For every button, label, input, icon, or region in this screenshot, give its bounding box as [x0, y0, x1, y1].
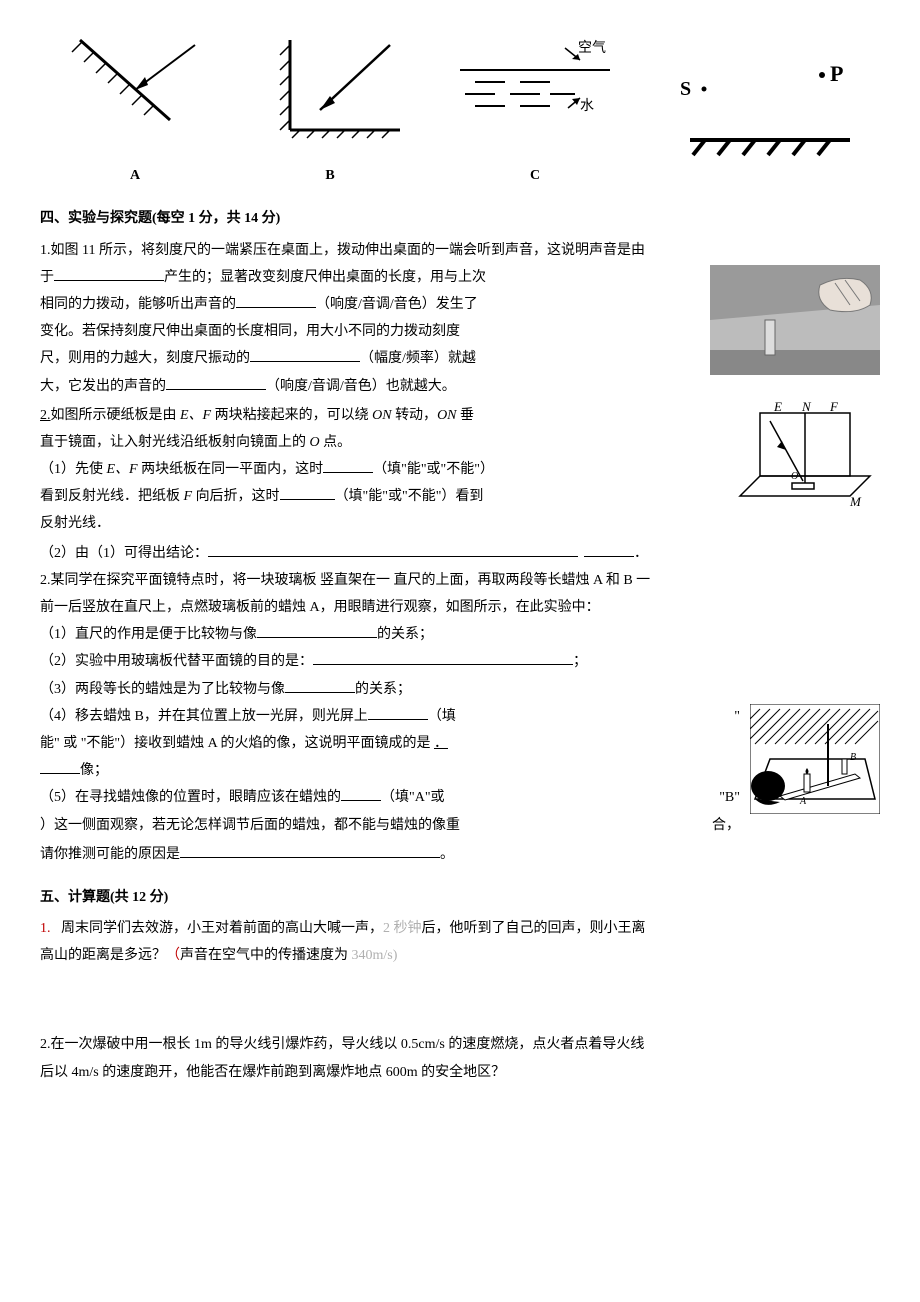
svg-text:水: 水	[580, 98, 594, 114]
s4-q2a-p4: （2）由（1）可得出结论：．	[40, 541, 880, 566]
figure-b-svg	[250, 30, 410, 150]
s4-q2b-p2: （2）实验中用玻璃板代替平面镜的目的是：；	[40, 649, 880, 674]
s5-q2-line2: 后以 4m/s 的速度跑开，他能否在爆炸前跑到离爆炸地点 600m 的安全地区？	[40, 1060, 880, 1085]
svg-text:P: P	[830, 61, 843, 86]
figure-d: S P	[660, 55, 860, 188]
s4-q2b-line2: 前一后竖放在直尺上，点燃玻璃板前的蜡烛 A，用眼睛进行观察，如图所示，在此实验中…	[40, 595, 880, 620]
svg-text:空气: 空气	[578, 40, 606, 56]
figure-c-svg: 空气 水	[450, 30, 620, 150]
figure-a-svg	[60, 30, 210, 150]
s5-q1-line2: 高山的距离是多远？（声音在空气中的传播速度为 340m/s)	[40, 943, 880, 968]
figure-a-label: A	[60, 163, 210, 188]
svg-text:B: B	[850, 752, 856, 763]
candle-mirror-diagram: A B	[750, 704, 880, 823]
s4-q1-line1: 1.如图 11 所示，将刻度尺的一端紧压在桌面上，拨动伸出桌面的一端会听到声音，…	[40, 238, 880, 263]
figure-b-label: B	[250, 163, 410, 188]
svg-text:E: E	[773, 401, 782, 414]
figure-c-label: C	[450, 163, 620, 188]
s4-q2b-line1: 2.某同学在探究平面镜特点时，将一块玻璃板 竖直架在一 直尺的上面，再取两段等长…	[40, 568, 880, 593]
s5-q2-line1: 2.在一次爆破中用一根长 1m 的导火线引爆炸药，导火线以 0.5cm/s 的速…	[40, 1032, 880, 1057]
s5-q1-line1: 1. 周末同学们去效游，小王对着前面的高山大喊一声，2 秒钟后，他听到了自己的回…	[40, 916, 880, 941]
enf-diagram: E N F M O	[730, 401, 880, 520]
svg-text:F: F	[829, 401, 839, 414]
svg-text:A: A	[799, 796, 807, 807]
figures-row: A B	[40, 30, 880, 188]
work-space-1	[40, 970, 880, 1030]
section5-heading: 五、计算题(共 12 分)	[40, 885, 880, 910]
figure-b: B	[250, 30, 410, 188]
ruler-photo	[710, 265, 880, 384]
figure-c: 空气 水 C	[450, 30, 620, 188]
svg-text:O: O	[791, 471, 798, 482]
svg-text:S: S	[680, 78, 691, 100]
s4-q2b-p1: （1）直尺的作用是便于比较物与像的关系；	[40, 622, 880, 647]
section4-heading: 四、实验与探究题(每空 1 分，共 14 分)	[40, 206, 880, 231]
s4-q2b-p9: 请你推测可能的原因是。	[40, 842, 880, 867]
svg-text:N: N	[801, 401, 812, 414]
figure-a: A	[60, 30, 210, 188]
figure-d-svg: S P	[660, 55, 860, 175]
svg-text:M: M	[849, 494, 862, 509]
s4-q2b-p3: （3）两段等长的蜡烛是为了比较物与像的关系；	[40, 677, 880, 702]
